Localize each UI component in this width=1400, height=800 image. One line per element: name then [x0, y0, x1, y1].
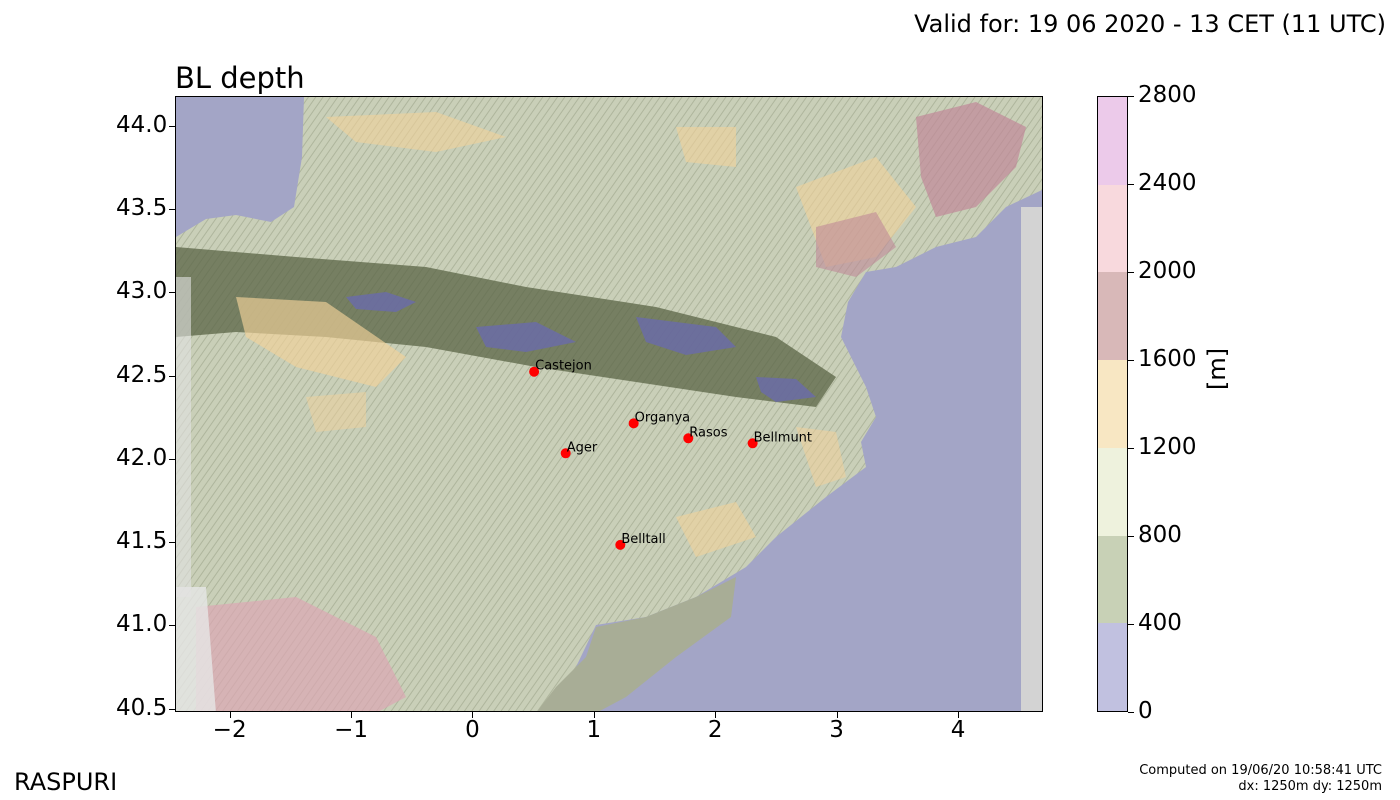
x-tick-mark — [836, 712, 838, 718]
y-tick-mark — [169, 125, 175, 127]
x-tick-label: 1 — [586, 717, 602, 743]
x-tick-mark — [593, 712, 595, 718]
station-label: Belltall — [621, 532, 665, 547]
y-tick-label: 40.5 — [116, 694, 168, 721]
y-tick-mark — [169, 708, 175, 710]
station-label: Castejon — [535, 359, 592, 374]
y-tick-label: 42.5 — [116, 361, 168, 388]
colorbar-bin — [1098, 97, 1127, 185]
y-tick-mark — [169, 542, 175, 544]
station-label: Bellmunt — [754, 430, 812, 445]
colorbar-tick-mark — [1128, 272, 1134, 273]
bl-patch-1200-1600 — [236, 297, 406, 387]
computed-timestamp: Computed on 19/06/20 10:58:41 UTC — [1139, 763, 1382, 778]
x-tick-mark — [472, 712, 474, 718]
colorbar-tick-mark — [1128, 624, 1134, 625]
colorbar-tick-mark — [1128, 184, 1134, 185]
y-tick-label: 42.0 — [116, 444, 168, 471]
domain-edge — [1021, 207, 1042, 711]
station-marker[interactable] — [747, 438, 758, 449]
grid-resolution: dx: 1250m dy: 1250m — [1238, 779, 1382, 794]
ebro-delta — [537, 577, 736, 711]
x-tick-label: 3 — [829, 717, 844, 743]
station-marker[interactable] — [628, 418, 639, 429]
brand-label: RASPURI — [14, 768, 118, 796]
bl-patch-1600-2000 — [916, 102, 1026, 217]
mediterranean-sea — [537, 189, 1042, 711]
bl-patch-2000-2400 — [196, 597, 406, 711]
station-marker[interactable] — [615, 539, 626, 550]
x-tick-label: 0 — [465, 717, 480, 743]
colorbar-bin — [1098, 272, 1127, 361]
colorbar-tick-mark — [1128, 536, 1134, 537]
x-tick-label: −1 — [334, 717, 368, 743]
colorbar-bin — [1098, 447, 1127, 536]
colorbar-tick-mark — [1128, 96, 1134, 97]
colorbar-tick-label: 2400 — [1138, 170, 1197, 196]
colorbar-tick-label: 1200 — [1138, 434, 1197, 460]
colorbar-bin — [1098, 184, 1127, 273]
y-tick-mark — [169, 292, 175, 294]
x-tick-label: −2 — [212, 717, 247, 743]
x-tick-label: 4 — [950, 717, 966, 743]
y-tick-mark — [169, 458, 175, 460]
colorbar-tick-mark — [1128, 360, 1134, 361]
colorbar-unit-label: [m] — [1203, 347, 1231, 390]
station-label: Rasos — [689, 425, 727, 440]
map-plot-area[interactable]: Castejon Organya Rasos Bellmunt Ager Belltall — [175, 96, 1043, 712]
colorbar-tick-label: 1600 — [1138, 346, 1197, 372]
map-title: BL depth — [175, 61, 305, 95]
y-tick-label: 41.5 — [116, 528, 168, 555]
colorbar-tick-label: 2000 — [1138, 258, 1197, 284]
colorbar-tick-mark — [1128, 712, 1134, 713]
station-marker[interactable] — [529, 366, 540, 377]
colorbar-tick-label: 400 — [1138, 610, 1182, 636]
x-tick-mark — [351, 712, 353, 718]
x-tick-mark — [229, 712, 231, 718]
colorbar — [1097, 96, 1128, 712]
colorbar-bin — [1098, 535, 1127, 624]
colorbar-tick-label: 800 — [1138, 522, 1182, 548]
valid-time-label: Valid for: 19 06 2020 - 13 CET (11 UTC) — [914, 10, 1386, 38]
station-label: Ager — [567, 440, 598, 455]
y-tick-label: 43.0 — [116, 278, 168, 305]
colorbar-tick-label: 2800 — [1138, 82, 1197, 108]
colorbar-bin — [1098, 623, 1127, 711]
station-label: Organya — [635, 410, 690, 425]
x-tick-label: 2 — [707, 717, 723, 743]
colorbar-tick-mark — [1128, 448, 1134, 449]
colorbar-bin — [1098, 360, 1127, 448]
y-tick-mark — [169, 375, 175, 377]
y-tick-mark — [169, 625, 175, 627]
x-tick-mark — [958, 712, 960, 718]
x-tick-mark — [715, 712, 717, 718]
station-marker[interactable] — [560, 448, 571, 459]
colorbar-tick-label: 0 — [1138, 698, 1153, 724]
y-tick-label: 44.0 — [116, 111, 168, 138]
y-tick-label: 43.5 — [116, 195, 168, 222]
computation-info: Computed on 19/06/20 10:58:41 UTC dx: 12… — [1139, 763, 1382, 795]
y-tick-mark — [169, 209, 175, 211]
bay-of-biscay — [176, 97, 304, 237]
station-marker[interactable] — [683, 433, 694, 444]
y-tick-label: 41.0 — [116, 611, 168, 638]
